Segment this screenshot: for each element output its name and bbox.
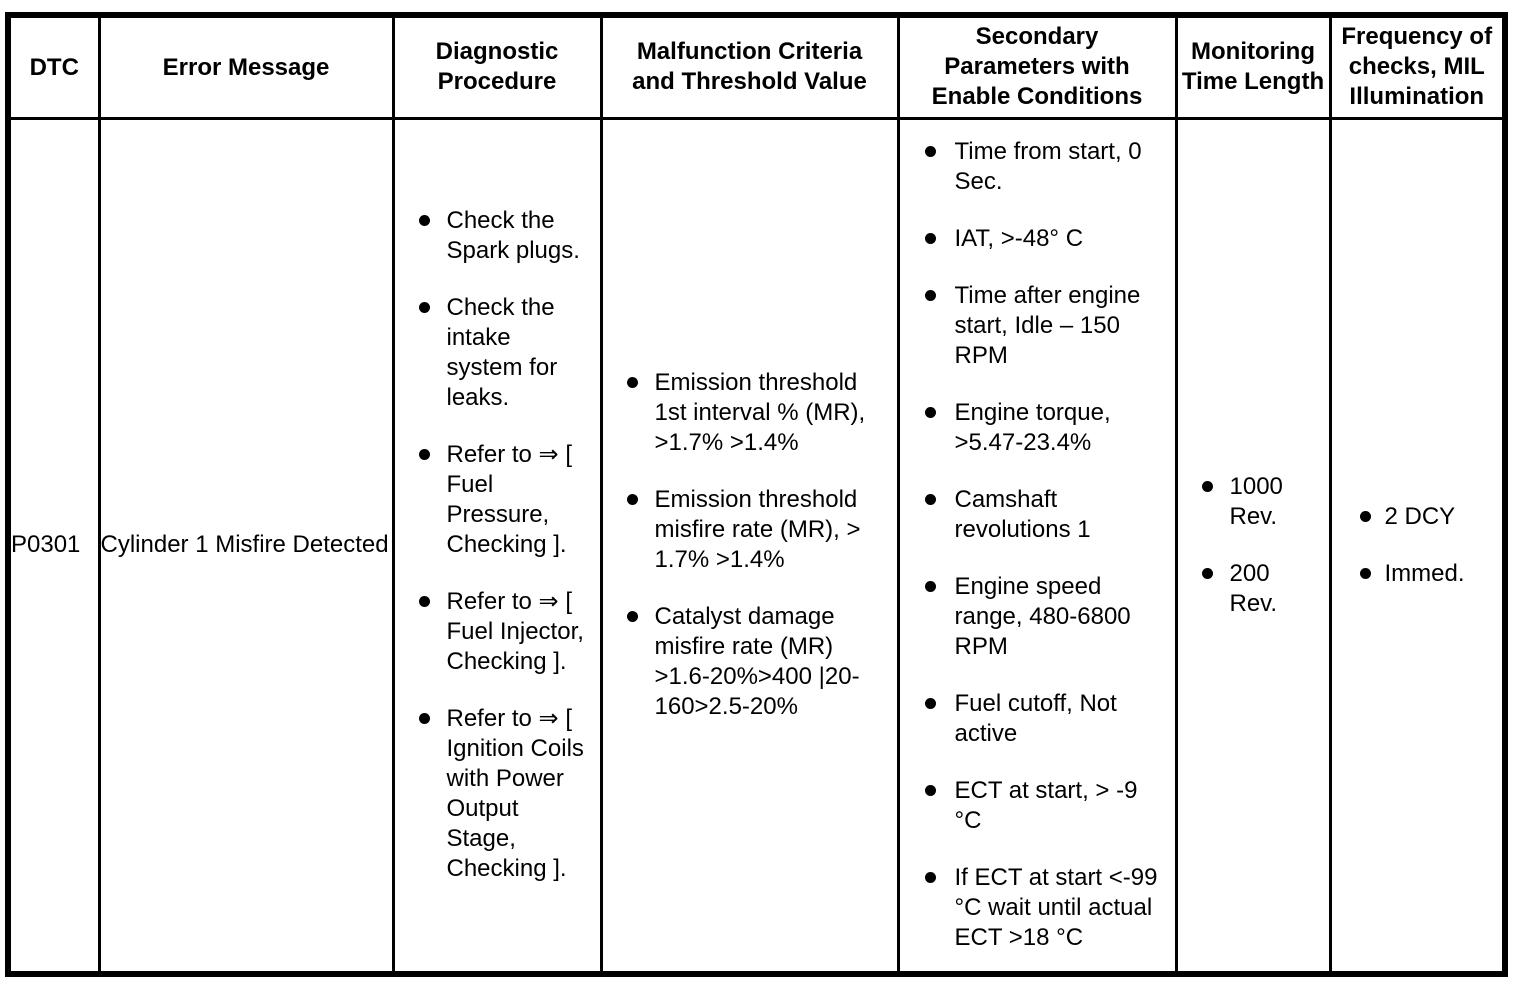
bullet-icon	[924, 290, 936, 302]
list-item: Emission threshold misfire rate (MR), > …	[626, 485, 887, 575]
list-item: Engine torque, >5.47-23.4%	[924, 398, 1161, 458]
list-item: 1000 Rev.	[1201, 472, 1321, 532]
malfunction-criteria-list: Emission threshold 1st interval % (MR), …	[604, 368, 895, 722]
list-item-text: If ECT at start <-99 °C wait until actua…	[954, 864, 1158, 952]
list-item-text: Immed.	[1384, 559, 1465, 587]
list-item-text: Catalyst damage misfire rate (MR) >1.6-2…	[654, 603, 860, 721]
header-diagnostic-procedure-label: Diagnostic Procedure	[435, 38, 559, 96]
header-dtc: DTC	[6, 13, 101, 120]
list-item-text: Check the Spark plugs.	[446, 207, 580, 265]
header-monitoring-time: Monitoring Time Length	[1174, 13, 1332, 120]
list-item: Time from start, 0 Sec.	[924, 137, 1161, 197]
diagnostic-procedure-list: Check the Spark plugs. Check the intake …	[396, 206, 598, 884]
list-item-text: Fuel cutoff, Not active	[954, 690, 1117, 748]
list-item: ECT at start, > -9 °C	[924, 776, 1161, 836]
header-frequency-checks: Frequency of checks, MIL Illumination	[1328, 13, 1507, 120]
list-item: Emission threshold 1st interval % (MR), …	[626, 368, 887, 458]
list-item: Check the Spark plugs.	[418, 206, 588, 266]
header-malfunction-criteria-label: Malfunction Criteria and Threshold Value	[632, 38, 867, 96]
list-item: Refer to ⇒ [ Fuel Injector, Checking ].	[418, 587, 588, 677]
bullet-icon	[626, 377, 638, 389]
list-item-text: Emission threshold misfire rate (MR), > …	[654, 486, 861, 574]
header-diagnostic-procedure: Diagnostic Procedure	[391, 13, 603, 120]
bullet-icon	[626, 494, 638, 506]
list-item-text: Check the intake system for leaks.	[446, 294, 558, 412]
list-item: Check the intake system for leaks.	[418, 293, 588, 413]
list-item-text: Emission threshold 1st interval % (MR), …	[654, 369, 866, 457]
secondary-parameters-cell: Time from start, 0 Sec. IAT, >-48° C Tim…	[896, 116, 1178, 976]
list-item: Refer to ⇒ [ Fuel Pressure, Checking ].	[418, 440, 588, 560]
header-error-message-label: Error Message	[162, 53, 330, 81]
header-monitoring-time-label: Monitoring Time Length	[1181, 38, 1325, 96]
secondary-parameters-list: Time from start, 0 Sec. IAT, >-48° C Tim…	[901, 137, 1173, 953]
diagnostic-procedure-cell: Check the Spark plugs. Check the intake …	[391, 116, 603, 976]
bullet-icon	[1201, 567, 1213, 579]
bullet-icon	[924, 494, 936, 506]
header-frequency-checks-label: Frequency of checks, MIL Illumination	[1341, 23, 1493, 111]
list-item: 200 Rev.	[1201, 559, 1321, 619]
list-item: IAT, >-48° C	[924, 224, 1161, 254]
list-item: Time after engine start, Idle – 150 RPM	[924, 281, 1161, 371]
bullet-icon	[626, 611, 638, 623]
bullet-icon	[1359, 510, 1371, 522]
monitoring-time-cell: 1000 Rev. 200 Rev.	[1174, 116, 1332, 976]
bullet-icon	[418, 302, 430, 314]
list-item: Immed.	[1359, 559, 1495, 589]
list-item-text: 1000 Rev.	[1229, 472, 1283, 530]
list-item-text: Engine speed range, 480-6800 RPM	[954, 573, 1131, 661]
error-message-cell: Cylinder 1 Misfire Detected	[97, 116, 395, 976]
list-item: Refer to ⇒ [ Ignition Coils with Power O…	[418, 704, 588, 884]
bullet-icon	[418, 713, 430, 725]
list-item: Fuel cutoff, Not active	[924, 689, 1161, 749]
bullet-icon	[1359, 567, 1371, 579]
list-item-text: Refer to ⇒ [ Fuel Pressure, Checking ].	[446, 441, 572, 559]
list-item: 2 DCY	[1359, 502, 1495, 532]
list-item: Engine speed range, 480-6800 RPM	[924, 572, 1161, 662]
bullet-icon	[924, 581, 936, 593]
dtc-code-cell: P0301	[6, 116, 101, 976]
list-item-text: Refer to ⇒ [ Ignition Coils with Power O…	[446, 705, 584, 883]
list-item-text: IAT, >-48° C	[954, 225, 1084, 253]
bullet-icon	[418, 449, 430, 461]
list-item: Camshaft revolutions 1	[924, 485, 1161, 545]
bullet-icon	[924, 872, 936, 884]
list-item-text: Time after engine start, Idle – 150 RPM	[954, 282, 1141, 370]
error-message-text: Cylinder 1 Misfire Detected	[100, 531, 389, 559]
list-item-text: Camshaft revolutions 1	[954, 486, 1091, 544]
bullet-icon	[924, 233, 936, 245]
header-secondary-parameters-label: Secondary Parameters with Enable Conditi…	[931, 23, 1143, 111]
bullet-icon	[418, 596, 430, 608]
bullet-icon	[418, 215, 430, 227]
header-error-message: Error Message	[97, 13, 395, 120]
frequency-checks-cell: 2 DCY Immed.	[1328, 116, 1507, 976]
bullet-icon	[924, 407, 936, 419]
header-secondary-parameters: Secondary Parameters with Enable Conditi…	[896, 13, 1178, 120]
list-item-text: Engine torque, >5.47-23.4%	[954, 399, 1111, 457]
bullet-icon	[924, 698, 936, 710]
list-item: If ECT at start <-99 °C wait until actua…	[924, 863, 1161, 953]
bullet-icon	[924, 146, 936, 158]
dtc-diagnostic-table: DTC Error Message Diagnostic Procedure M…	[5, 12, 1508, 977]
header-malfunction-criteria: Malfunction Criteria and Threshold Value	[599, 13, 900, 120]
header-dtc-label: DTC	[29, 53, 79, 81]
bullet-icon	[1201, 480, 1213, 492]
table-row: P0301 Cylinder 1 Misfire Detected Check …	[6, 116, 1507, 976]
table-header-row: DTC Error Message Diagnostic Procedure M…	[6, 13, 1507, 120]
monitoring-time-list: 1000 Rev. 200 Rev.	[1179, 472, 1327, 619]
list-item-text: 200 Rev.	[1229, 559, 1278, 617]
frequency-checks-list: 2 DCY Immed.	[1333, 502, 1502, 589]
list-item-text: ECT at start, > -9 °C	[954, 777, 1138, 835]
malfunction-criteria-cell: Emission threshold 1st interval % (MR), …	[599, 116, 900, 976]
list-item-text: Time from start, 0 Sec.	[954, 138, 1142, 196]
dtc-code: P0301	[11, 531, 81, 559]
list-item: Catalyst damage misfire rate (MR) >1.6-2…	[626, 602, 887, 722]
list-item-text: Refer to ⇒ [ Fuel Injector, Checking ].	[446, 588, 584, 676]
list-item-text: 2 DCY	[1384, 502, 1456, 530]
bullet-icon	[924, 785, 936, 797]
